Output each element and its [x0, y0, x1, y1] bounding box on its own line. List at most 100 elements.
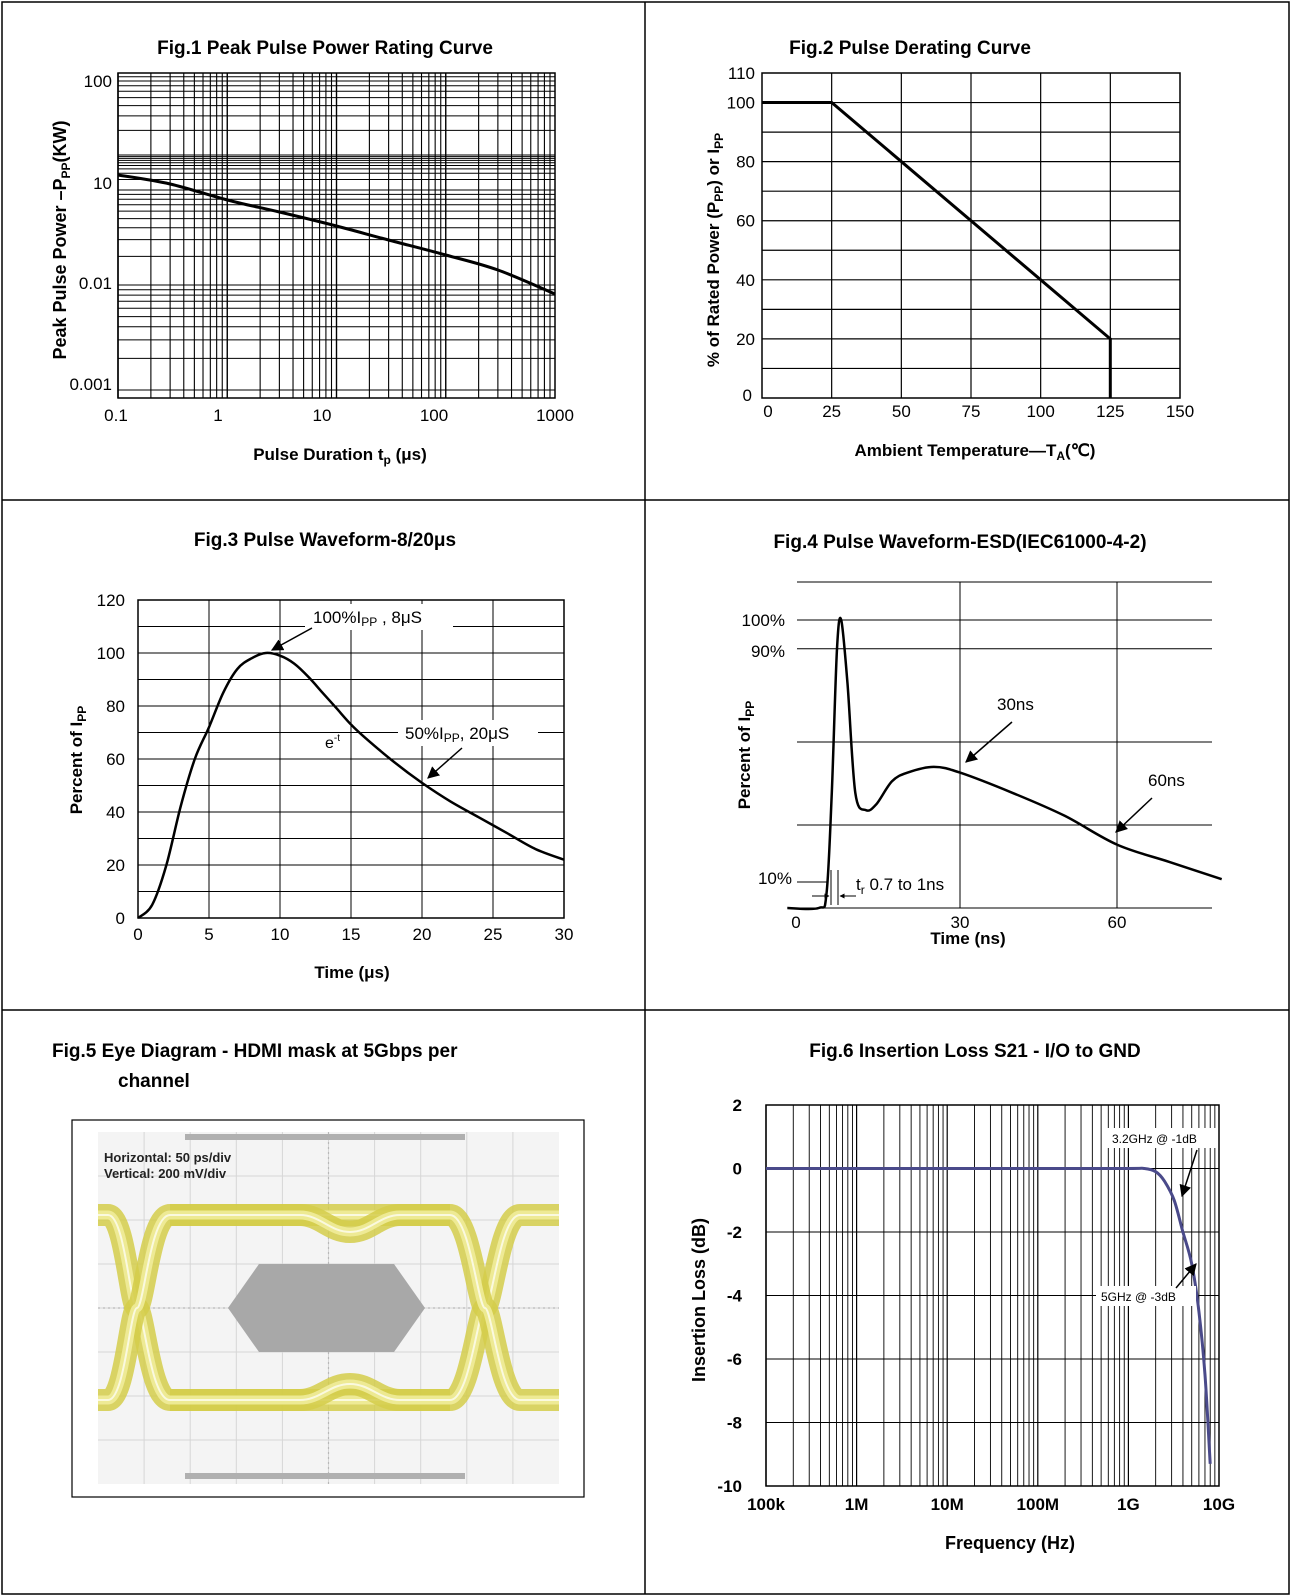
fig4-arrow-30ns: [965, 721, 1013, 763]
fig3-half-annotation: 50%IPP, 20μS: [405, 724, 509, 745]
fig4-series-line: [787, 616, 1223, 911]
fig3-xtick: 30: [555, 925, 574, 944]
fig3-ytick: 20: [106, 856, 125, 875]
fig3-y-axis-label: Percent of IPP: [67, 706, 89, 815]
fig3-half-label-bg: [398, 720, 538, 746]
fig4-grid: [797, 581, 1212, 909]
fig3-decay-annotation: e-t: [325, 733, 340, 752]
fig1-ytick: 100: [84, 72, 112, 91]
fig3-ytick: 40: [106, 803, 125, 822]
fig1-plot-frame: [117, 72, 556, 399]
fig4-panel: Fig.4 Pulse Waveform-ESD(IEC61000-4-2) T…: [735, 532, 1223, 948]
fig6-x-axis-label: Frequency (Hz): [945, 1533, 1075, 1553]
fig6-xtick: 1M: [845, 1495, 869, 1514]
fig4-annotation-60ns: 60ns: [1148, 771, 1185, 790]
fig3-xtick: 15: [342, 925, 361, 944]
fig2-ytick: 80: [736, 153, 755, 172]
fig3-ytick: 60: [106, 750, 125, 769]
fig3-title: Fig.3 Pulse Waveform-8/20μs: [194, 530, 456, 551]
fig4-title: Fig.4 Pulse Waveform-ESD(IEC61000-4-2): [773, 532, 1146, 553]
fig4-ytick: 100%: [742, 611, 785, 630]
fig1-y-axis-label: Peak Pulse Power –PPP(KW): [50, 120, 73, 359]
fig2-title: Fig.2 Pulse Derating Curve: [789, 38, 1031, 59]
fig6-y-axis-label: Insertion Loss (dB): [689, 1218, 709, 1382]
fig6-tick-labels: 100k 1M 10M 100M 1G 10G -10 -8 -6 -4 -2 0 2: [717, 1096, 1235, 1514]
fig6-ytick: 0: [733, 1160, 742, 1179]
fig6-arrow-5ghz: [1175, 1263, 1197, 1289]
fig5-vertical-scale: Vertical: 200 mV/div: [104, 1166, 227, 1181]
fig6-title: Fig.6 Insertion Loss S21 - I/O to GND: [809, 1041, 1141, 1062]
fig6-xtick: 100M: [1017, 1495, 1060, 1514]
fig2-panel: Fig.2 Pulse Derating Curve 0 25 50 75 100 125…: [704, 38, 1194, 463]
fig1-xtick: 0.1: [104, 406, 128, 425]
fig3-panel: Fig.3 Pulse Waveform-8/20μs 0 5 10 15 20 25 30…: [67, 530, 573, 982]
fig2-xtick: 100: [1026, 402, 1054, 421]
fig3-peak-annotation: 100%IPP , 8μS: [313, 608, 422, 629]
fig1-y-tick-labels: 100 10 0.01 0.001: [69, 72, 112, 394]
fig2-tick-labels: 0 25 50 75 100 125 150 0 20 40 60 80 100 110: [727, 64, 1195, 421]
fig1-panel: Fig.1 Peak Pulse Power Rating Curve 100 …: [50, 38, 574, 467]
fig1-ytick: 0.001: [69, 375, 112, 394]
fig2-plot-frame: [761, 72, 1181, 399]
fig1-xtick: 100: [420, 406, 448, 425]
fig6-panel: Fig.6 Insertion Loss S21 - I/O to GND 10…: [689, 1041, 1235, 1553]
fig2-series-line: [762, 101, 1112, 398]
fig6-ytick: -6: [727, 1350, 742, 1369]
fig6-annotation-3-2ghz: 3.2GHz @ -1dB: [1112, 1132, 1197, 1146]
fig2-xtick: 0: [763, 402, 772, 421]
fig2-ytick: 40: [736, 271, 755, 290]
fig6-arrow-3-2ghz: [1179, 1149, 1198, 1198]
fig3-xtick: 20: [413, 925, 432, 944]
fig5-title-line2: channel: [118, 1071, 190, 1092]
fig2-ytick: 20: [736, 330, 755, 349]
fig6-annotation1-bg: [1105, 1128, 1217, 1148]
fig6-ytick: -4: [727, 1287, 743, 1306]
fig3-ytick: 0: [116, 909, 125, 928]
fig1-xtick: 1: [213, 406, 222, 425]
fig1-xtick: 1000: [536, 406, 574, 425]
fig4-xtick: 30: [951, 913, 970, 932]
fig2-ytick: 60: [736, 212, 755, 231]
fig2-x-axis-label: Ambient Temperature—TA(℃): [855, 441, 1096, 463]
fig3-ytick: 100: [97, 644, 125, 663]
fig3-peak-label-bg: [305, 604, 453, 630]
fig2-xtick: 125: [1096, 402, 1124, 421]
fig5-title-line1: Fig.5 Eye Diagram - HDMI mask at 5Gbps p…: [52, 1041, 458, 1062]
fig2-ytick: 110: [728, 64, 755, 83]
fig5-eye-mask: [228, 1264, 425, 1352]
fig1-x-tick-labels: 0.1 1 10 100 1000: [104, 406, 574, 425]
fig6-ytick: -2: [727, 1223, 742, 1242]
fig2-y-axis-label: % of Rated Power (PPP) or IPP: [704, 133, 726, 367]
fig2-xtick: 50: [892, 402, 911, 421]
fig3-xtick: 10: [271, 925, 290, 944]
fig4-ytick: 90%: [751, 642, 785, 661]
fig2-xtick: 75: [962, 402, 981, 421]
fig3-series-line: [137, 651, 565, 919]
fig3-plot-frame: [137, 599, 565, 919]
fig4-annotation-30ns: 30ns: [997, 695, 1034, 714]
fig5-bottom-mask-bar: [185, 1473, 465, 1479]
fig4-tick-labels: 0 30 60 10% 90% 100%: [742, 611, 1127, 932]
fig5-panel: Fig.5 Eye Diagram - HDMI mask at 5Gbps p…: [52, 1041, 585, 1498]
fig2-ytick: 100: [727, 94, 755, 113]
fig1-grid: [117, 73, 555, 398]
fig2-ytick: 0: [743, 386, 752, 405]
fig3-tick-labels: 0 5 10 15 20 25 30 0 20 40 60 80 100 120: [97, 591, 574, 944]
fig5-eye-traces: [97, 1204, 559, 1411]
fig4-rise-annotation: tr 0.7 to 1ns: [856, 875, 944, 897]
fig3-xtick: 25: [484, 925, 503, 944]
fig1-ytick: 0.01: [79, 274, 112, 293]
fig3-ytick: 120: [97, 591, 125, 610]
fig2-xtick: 25: [822, 402, 841, 421]
fig3-half-arrow: [427, 747, 463, 779]
fig6-xtick: 10M: [931, 1495, 964, 1514]
fig3-peak-arrow: [270, 627, 313, 651]
fig1-series-line: [117, 173, 556, 296]
fig6-ytick: -10: [717, 1477, 742, 1496]
fig3-ytick: 80: [106, 697, 125, 716]
fig4-arrow-60ns: [1115, 797, 1153, 833]
fig1-title: Fig.1 Peak Pulse Power Rating Curve: [157, 38, 493, 59]
fig5-eye-trace-highlight: [170, 1383, 450, 1401]
fig4-y-axis-label: Percent of IPP: [735, 701, 757, 810]
